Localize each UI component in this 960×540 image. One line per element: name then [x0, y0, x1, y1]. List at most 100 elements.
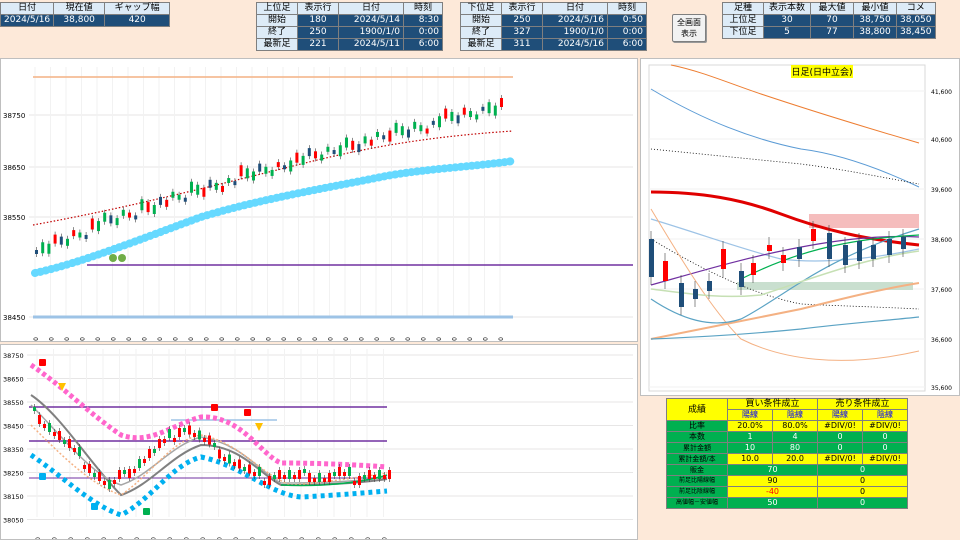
candle	[679, 283, 684, 307]
buy-yang-header: 陽線	[727, 409, 773, 421]
candle	[388, 470, 391, 479]
x-tick-label: 2:00	[142, 337, 149, 341]
y-tick-label: 38350	[3, 446, 24, 454]
candle	[97, 221, 100, 232]
candle	[431, 120, 435, 125]
x-tick-label: 9:30	[52, 537, 59, 539]
candle	[177, 194, 181, 200]
lower-cell[interactable]: 327	[501, 26, 543, 39]
candle	[228, 454, 231, 464]
candle	[323, 478, 326, 482]
lower-cell[interactable]: 0:00	[607, 26, 647, 39]
result-cell: 1	[727, 431, 773, 443]
y-tick-label: 37,600	[931, 287, 952, 294]
full-screen-button[interactable]: 全画面 表示	[672, 14, 706, 42]
candle	[500, 98, 503, 107]
lower-cell[interactable]: 250	[501, 14, 543, 27]
candle	[66, 238, 69, 246]
x-tick-label: 1:30	[316, 537, 323, 539]
lower-cell[interactable]: 1900/1/0	[542, 26, 608, 39]
bar-cell[interactable]: 5	[763, 26, 811, 39]
candle	[90, 218, 94, 230]
daily-chart[interactable]: 日足(日中立会) 41,600 40,600 39,600 38,600 37,600 3…	[640, 58, 960, 396]
x-tick-label: 3:00	[235, 337, 242, 341]
candle	[178, 428, 181, 437]
result-row-label: 販金	[666, 464, 728, 476]
bar-cell[interactable]: 70	[810, 14, 854, 27]
lower-timeframe-chart[interactable]: 38750 38650 38550 38450 38350 38250 38150 38050…	[0, 344, 638, 540]
lower-cell[interactable]: 2024/5/16	[542, 14, 608, 27]
candle	[59, 236, 63, 245]
candle	[328, 473, 331, 482]
x-tick-label: 8:30	[35, 537, 42, 539]
candle	[332, 150, 336, 155]
x-tick-label: 1:10	[64, 337, 71, 341]
summary-header: 現在値	[53, 2, 106, 15]
y-tick-label: 38750	[3, 112, 25, 120]
result-cell: 70	[727, 464, 818, 476]
candle	[288, 470, 291, 479]
y-tick-label: 38550	[3, 399, 24, 407]
y-tick-label: 38450	[3, 423, 24, 431]
candle	[208, 179, 212, 188]
upper-cell[interactable]: 8:30	[403, 14, 443, 27]
candle	[128, 212, 131, 218]
upper-timeframe-chart[interactable]: 38750 38650 38550 38450 0:50 1:00 1:10 1:20 1:30…	[0, 58, 638, 342]
x-tick-label: 4:30	[365, 537, 372, 539]
candle	[113, 480, 116, 484]
bar-cell[interactable]: 77	[810, 26, 854, 39]
x-tick-label: 1:00	[49, 337, 56, 341]
x-tick-label: 2:30	[332, 537, 339, 539]
x-tick-label: 5:20	[452, 337, 459, 341]
sell-yang-header: 陽線	[817, 409, 863, 421]
candle	[438, 116, 441, 128]
candle	[707, 281, 712, 291]
result-cell: 0	[817, 431, 863, 443]
candle	[198, 430, 201, 440]
upper-cell[interactable]: 1900/1/0	[338, 26, 404, 39]
bar-cell[interactable]: 30	[763, 14, 811, 27]
x-tick-label: 4:30	[374, 337, 381, 341]
x-tick-label: 5:40	[483, 337, 490, 341]
candle	[108, 480, 111, 489]
result-row-label: 累計金額	[666, 442, 728, 454]
candle	[258, 163, 262, 172]
result-row-label: 累計金額/本	[666, 453, 728, 465]
full-screen-button-label: 全画面	[677, 18, 701, 27]
lower-cell[interactable]: 0:50	[607, 14, 647, 27]
results-title: 成績	[666, 398, 728, 421]
candle	[283, 165, 286, 170]
candle	[33, 407, 36, 411]
x-tick-label: 15:30	[151, 537, 158, 539]
x-tick-label: 3:30	[349, 537, 356, 539]
candle	[146, 202, 150, 213]
daily-chart-canvas: 日足(日中立会) 41,600 40,600 39,600 38,600 37,600 3…	[641, 59, 959, 395]
upper-cell[interactable]: 0:00	[403, 26, 443, 39]
y-tick-label: 38050	[3, 517, 24, 525]
result-cell: 90	[727, 475, 818, 487]
candle	[84, 234, 88, 239]
result-cell: 80.0%	[772, 420, 818, 432]
result-row-label: 比率	[666, 420, 728, 432]
candle	[109, 215, 113, 224]
candle	[797, 247, 802, 259]
upper-cell[interactable]: 180	[297, 14, 339, 27]
lower-row-label: 終了	[460, 26, 502, 39]
candle	[143, 459, 146, 463]
result-cell: 20.0%	[727, 420, 773, 432]
daily-chart-title-box	[791, 65, 853, 78]
candle	[163, 439, 166, 443]
upper-cell[interactable]: 2024/5/14	[338, 14, 404, 27]
summary-price: 38,800	[53, 14, 106, 27]
candle	[223, 457, 226, 461]
upper-cell: 2024/5/11	[338, 38, 404, 51]
y-tick-label: 41,600	[931, 89, 952, 96]
x-tick-label: 10:30	[68, 537, 75, 539]
candle	[469, 111, 472, 118]
candle	[450, 111, 454, 121]
upper-cell[interactable]: 250	[297, 26, 339, 39]
candle	[871, 245, 876, 259]
bar-header: コメ	[896, 2, 936, 15]
candle	[245, 168, 249, 179]
candle	[462, 107, 466, 115]
